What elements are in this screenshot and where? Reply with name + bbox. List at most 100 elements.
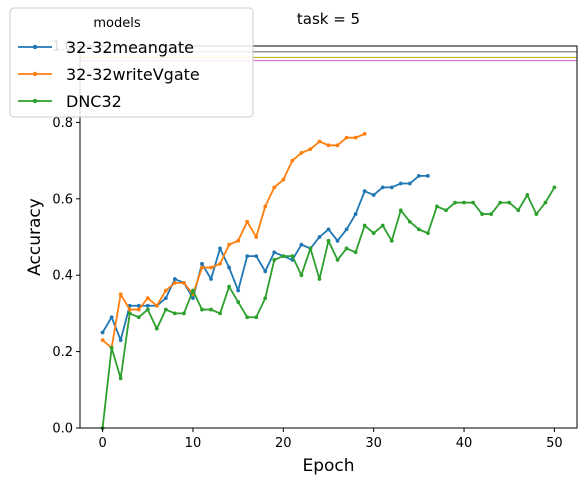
data-point xyxy=(100,338,105,343)
data-point xyxy=(335,143,340,148)
data-point xyxy=(326,227,331,232)
data-point xyxy=(245,219,250,224)
data-point xyxy=(471,200,475,205)
data-point xyxy=(362,223,367,228)
y-tick-label: 0.0 xyxy=(52,422,73,437)
data-point xyxy=(380,185,385,190)
legend-swatch-marker xyxy=(32,44,38,50)
data-point xyxy=(145,307,150,312)
data-point xyxy=(299,151,304,155)
y-tick-label: 0.6 xyxy=(52,192,73,207)
data-point xyxy=(435,204,439,209)
data-point xyxy=(534,212,539,216)
data-point xyxy=(127,307,132,312)
series-DNC32 xyxy=(100,185,557,430)
chart-title: task = 5 xyxy=(297,10,360,28)
data-point xyxy=(163,307,168,312)
legend-item: 32-32writeVgate xyxy=(18,65,200,84)
x-tick-label: 10 xyxy=(185,436,202,451)
data-point xyxy=(416,227,421,232)
plot-frame xyxy=(79,45,578,429)
data-point xyxy=(227,242,232,247)
data-point xyxy=(109,345,114,350)
data-point xyxy=(290,158,295,163)
data-point xyxy=(326,238,331,243)
data-point xyxy=(299,273,304,278)
legend-swatch-marker xyxy=(32,71,38,77)
data-point xyxy=(489,212,494,216)
data-point xyxy=(344,135,349,140)
series-layer xyxy=(100,131,557,430)
data-point xyxy=(127,311,132,316)
data-point xyxy=(543,200,548,205)
data-point xyxy=(344,246,349,251)
series-line-2 xyxy=(101,186,556,429)
legend-swatch-marker xyxy=(32,98,38,104)
data-point xyxy=(507,200,512,205)
data-point xyxy=(263,296,268,301)
data-point xyxy=(263,269,268,274)
data-point xyxy=(525,193,530,197)
legend-box xyxy=(9,7,254,118)
data-point xyxy=(227,284,232,289)
data-point xyxy=(326,143,331,148)
legend-title: models xyxy=(93,16,140,31)
data-point xyxy=(453,200,457,205)
data-point xyxy=(218,246,222,251)
data-point xyxy=(389,238,394,243)
data-point xyxy=(272,185,277,190)
data-point xyxy=(281,254,286,258)
data-point xyxy=(317,139,322,144)
data-point xyxy=(444,208,448,213)
data-point xyxy=(172,277,177,281)
data-point xyxy=(290,254,295,258)
data-point xyxy=(552,185,557,190)
data-point xyxy=(254,235,259,239)
data-point xyxy=(163,296,168,301)
data-point xyxy=(145,303,150,308)
data-point xyxy=(218,261,222,266)
series-32-32meangate xyxy=(100,173,430,343)
y-axis-label: Accuracy xyxy=(25,198,45,276)
data-point xyxy=(182,311,186,316)
data-point xyxy=(163,288,168,293)
data-point xyxy=(308,246,313,251)
data-point xyxy=(426,231,430,236)
data-point xyxy=(254,315,259,320)
data-point xyxy=(109,315,114,320)
data-point xyxy=(516,208,521,213)
data-point xyxy=(362,131,367,136)
y-tick-label: 0.4 xyxy=(52,269,73,284)
x-axis-ticks: 0 10 20 30 40 50 xyxy=(98,428,563,451)
y-tick-label: 0.2 xyxy=(52,345,73,360)
data-point xyxy=(353,212,358,216)
legend-item: 32-32meangate xyxy=(18,38,194,57)
data-point xyxy=(254,254,259,258)
data-point xyxy=(407,219,412,224)
x-tick-label: 30 xyxy=(365,436,382,451)
data-point xyxy=(462,200,466,205)
x-axis-label: Epoch xyxy=(302,456,354,476)
series-32-32writeVgate xyxy=(100,131,367,350)
data-point xyxy=(236,300,241,304)
data-point xyxy=(389,185,394,190)
x-tick-label: 40 xyxy=(456,436,473,451)
legend-label: 32-32writeVgate xyxy=(66,65,200,84)
data-point xyxy=(426,173,430,178)
data-point xyxy=(118,376,123,381)
data-point xyxy=(200,307,204,312)
data-point xyxy=(308,147,313,152)
legend-label: DNC32 xyxy=(66,92,122,111)
data-point xyxy=(236,288,241,293)
data-point xyxy=(317,235,322,239)
data-point xyxy=(335,258,340,262)
data-point xyxy=(136,307,141,312)
data-point xyxy=(172,311,177,316)
data-point xyxy=(272,250,277,255)
data-point xyxy=(344,227,349,232)
data-point xyxy=(281,177,286,182)
data-point xyxy=(145,296,150,301)
data-point xyxy=(317,277,322,281)
data-point xyxy=(272,258,277,262)
